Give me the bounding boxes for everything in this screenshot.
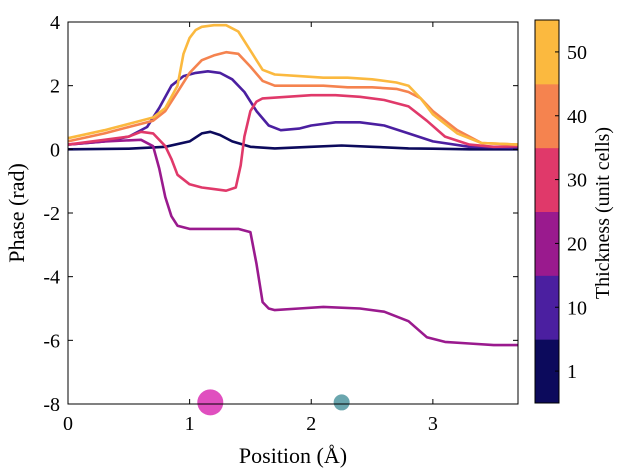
y-tick-label: 4 (50, 12, 60, 34)
colorbar-tick-label: 20 (567, 233, 587, 255)
y-tick-label: -8 (43, 394, 60, 416)
colorbar-label: Thickness (unit cells) (592, 127, 614, 299)
colorbar-tick-label: 50 (567, 42, 587, 64)
marker-layer (197, 389, 350, 416)
colorbar-tick-label: 1 (567, 361, 577, 383)
series-line-4 (67, 93, 519, 192)
x-tick-label: 0 (63, 413, 73, 435)
colorbar-tick-label: 40 (567, 106, 587, 128)
colorbar-tick-label: 10 (567, 297, 587, 319)
y-axis-label: Phase (rad) (4, 163, 29, 263)
marker-1 (197, 389, 224, 416)
tick-layer: 0 1 2 3 4 2 0 -2 -4 -6 -8 (43, 12, 518, 435)
x-tick-label: 3 (428, 413, 438, 435)
y-tick-label: 2 (50, 76, 60, 98)
series-line-6 (67, 23, 519, 146)
series-layer (67, 23, 519, 347)
series-line-2 (67, 70, 519, 149)
colorbar: 1 10 20 30 40 50 (534, 19, 587, 404)
y-tick-label: -2 (43, 203, 60, 225)
series-line-3 (67, 138, 518, 347)
marker-2 (333, 394, 350, 411)
y-tick-label: -6 (43, 330, 60, 352)
x-tick-label: 1 (185, 413, 195, 435)
colorbar-frame (534, 19, 560, 404)
x-tick-label: 2 (306, 413, 316, 435)
x-axis-label: Position (Å) (239, 443, 347, 468)
plot-area (68, 22, 518, 404)
y-tick-label: 0 (50, 139, 60, 161)
colorbar-tick-label: 30 (567, 170, 587, 192)
y-tick-label: -4 (43, 267, 60, 289)
series-line-1 (67, 130, 518, 151)
